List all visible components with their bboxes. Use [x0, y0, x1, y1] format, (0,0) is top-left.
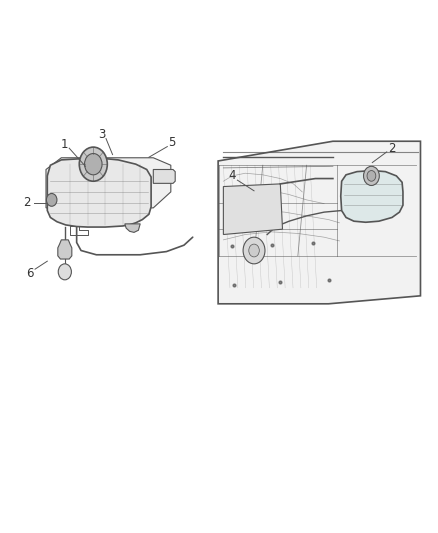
- Polygon shape: [46, 158, 171, 208]
- Text: 5: 5: [168, 136, 175, 149]
- Polygon shape: [218, 141, 420, 304]
- Polygon shape: [58, 240, 72, 259]
- Circle shape: [79, 147, 107, 181]
- Polygon shape: [153, 169, 175, 183]
- Text: 6: 6: [26, 267, 34, 280]
- Circle shape: [367, 171, 376, 181]
- Text: 2: 2: [388, 142, 396, 155]
- Text: 4: 4: [228, 169, 236, 182]
- Text: 2: 2: [23, 196, 31, 209]
- Polygon shape: [125, 224, 140, 232]
- Polygon shape: [47, 158, 151, 227]
- Text: 3: 3: [98, 128, 105, 141]
- Circle shape: [85, 154, 102, 175]
- Circle shape: [46, 193, 57, 206]
- Circle shape: [364, 166, 379, 185]
- Polygon shape: [223, 184, 283, 235]
- Text: 1: 1: [61, 139, 69, 151]
- Polygon shape: [341, 171, 403, 222]
- Circle shape: [243, 237, 265, 264]
- Circle shape: [58, 264, 71, 280]
- Circle shape: [249, 244, 259, 257]
